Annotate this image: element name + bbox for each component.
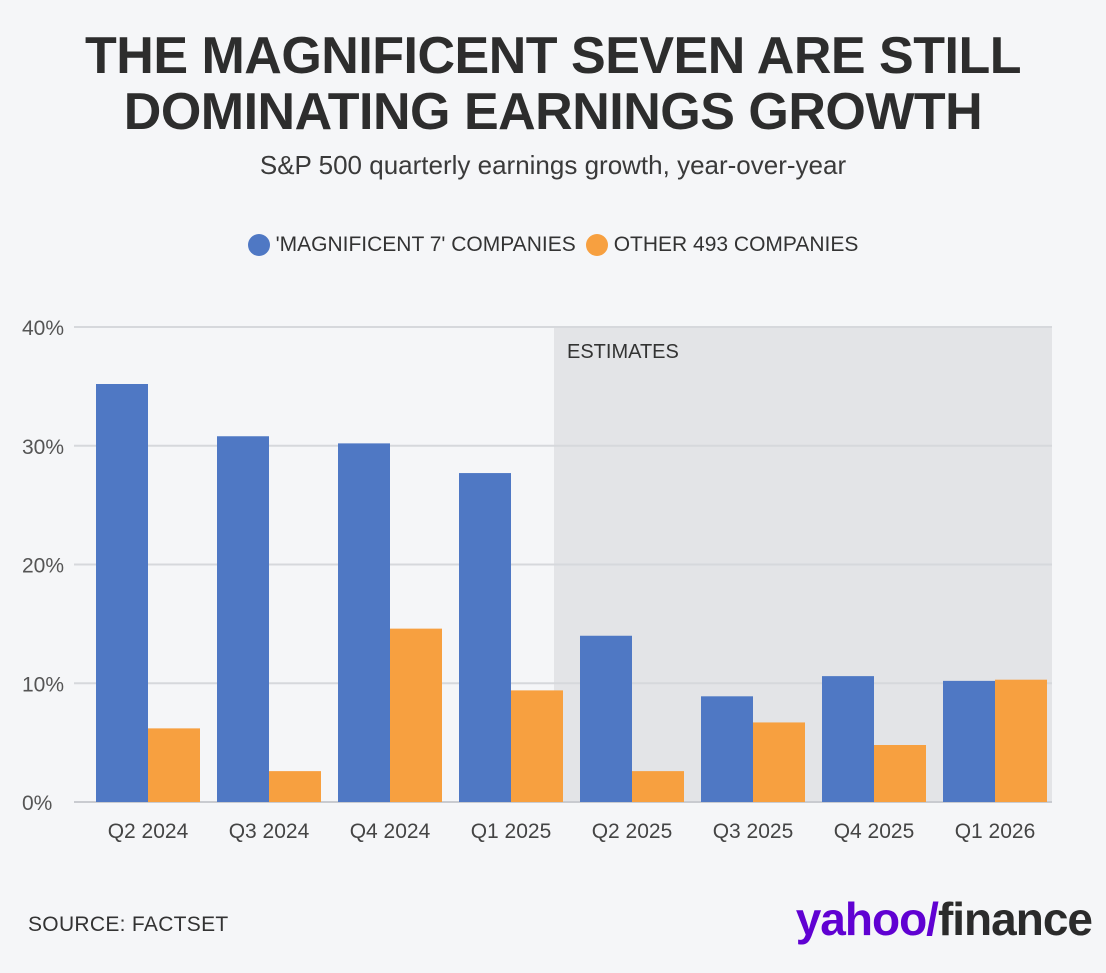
legend-label-other: OTHER 493 COMPANIES bbox=[613, 233, 859, 256]
bar-other-q3-2024 bbox=[269, 771, 321, 802]
x-tick-label: Q4 2025 bbox=[834, 820, 915, 843]
logo-finance-text: finance bbox=[937, 893, 1093, 945]
bar-mag7-q3-2025 bbox=[701, 696, 753, 802]
legend-label-mag7: 'MAGNIFICENT 7' COMPANIES bbox=[275, 233, 576, 256]
bar-other-q4-2025 bbox=[874, 745, 926, 802]
source-note: SOURCE: FACTSET bbox=[28, 913, 229, 936]
x-tick-label: Q3 2025 bbox=[713, 820, 794, 843]
y-tick-label: 10% bbox=[22, 673, 64, 696]
bar-mag7-q2-2025 bbox=[580, 635, 632, 802]
y-tick-label: 20% bbox=[22, 555, 64, 578]
x-tick-label: Q1 2025 bbox=[471, 820, 552, 843]
logo-yahoo-text: yahoo/ bbox=[795, 893, 939, 945]
bar-chart: 0% 10% 20% 30% 40% ESTIMATES Q2 2024 Q3 2024 Q4 … bbox=[22, 317, 1052, 843]
y-tick-label: 0% bbox=[22, 792, 52, 815]
y-tick-label: 40% bbox=[22, 317, 64, 340]
bar-mag7-q1-2026 bbox=[943, 680, 995, 802]
y-tick-label: 30% bbox=[22, 436, 64, 459]
chart-title: THE MAGNIFICENT SEVEN ARE STILL DOMINATI… bbox=[0, 28, 1106, 140]
bar-other-q3-2025 bbox=[753, 722, 805, 802]
bar-mag7-q1-2025 bbox=[459, 473, 511, 802]
chart-legend: 'MAGNIFICENT 7' COMPANIES OTHER 493 COMP… bbox=[0, 233, 1106, 257]
x-tick-label: Q2 2024 bbox=[108, 820, 189, 843]
bar-other-q1-2026 bbox=[995, 679, 1047, 802]
bar-other-q2-2024 bbox=[148, 728, 200, 802]
x-tick-label: Q4 2024 bbox=[350, 820, 431, 843]
bar-other-q2-2025 bbox=[632, 771, 684, 802]
x-tick-label: Q2 2025 bbox=[592, 820, 673, 843]
bar-mag7-q2-2024 bbox=[96, 384, 148, 802]
legend-swatch-mag7 bbox=[247, 234, 270, 256]
estimates-label: ESTIMATES bbox=[567, 341, 679, 363]
bar-mag7-q4-2025 bbox=[822, 676, 874, 802]
legend-item-mag7: 'MAGNIFICENT 7' COMPANIES bbox=[247, 233, 576, 257]
bar-mag7-q3-2024 bbox=[217, 436, 269, 802]
title-line-1: THE MAGNIFICENT SEVEN ARE STILL bbox=[85, 27, 1021, 85]
yahoo-finance-logo: yahoo/finance bbox=[795, 892, 1093, 946]
bar-mag7-q4-2024 bbox=[338, 443, 390, 802]
x-tick-label: Q3 2024 bbox=[229, 820, 310, 843]
legend-item-other: OTHER 493 COMPANIES bbox=[585, 233, 859, 257]
legend-swatch-other bbox=[585, 234, 608, 256]
chart-subtitle: S&P 500 quarterly earnings growth, year-… bbox=[259, 150, 847, 180]
title-line-2: DOMINATING EARNINGS GROWTH bbox=[123, 83, 983, 141]
x-tick-label: Q1 2026 bbox=[955, 820, 1036, 843]
bar-other-q1-2025 bbox=[511, 690, 563, 802]
bar-other-q4-2024 bbox=[390, 628, 442, 802]
